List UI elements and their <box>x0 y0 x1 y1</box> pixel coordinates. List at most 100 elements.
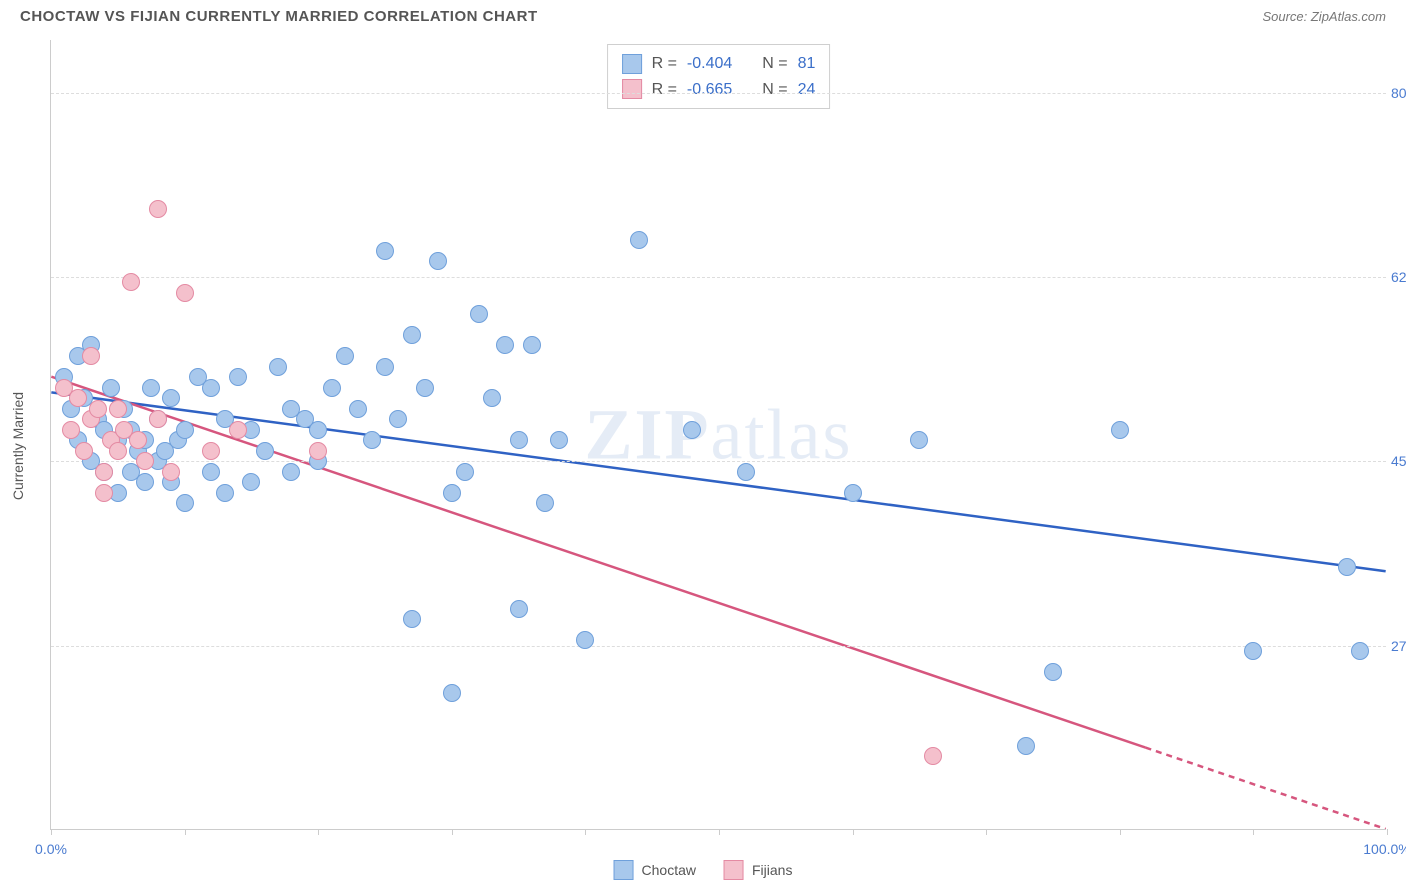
data-point <box>309 442 327 460</box>
x-tick <box>986 829 987 835</box>
x-tick <box>719 829 720 835</box>
data-point <box>229 368 247 386</box>
n-value: 81 <box>798 51 816 77</box>
data-point <box>443 484 461 502</box>
data-point <box>89 400 107 418</box>
data-point <box>336 347 354 365</box>
legend-label: Fijians <box>752 862 792 878</box>
x-tick <box>1253 829 1254 835</box>
swatch-icon <box>622 54 642 74</box>
gridline <box>51 93 1386 94</box>
x-tick <box>853 829 854 835</box>
n-label: N = <box>762 77 787 103</box>
data-point <box>202 463 220 481</box>
x-tick <box>51 829 52 835</box>
data-point <box>1017 737 1035 755</box>
stats-row: R = -0.404 N = 81 <box>622 51 816 77</box>
swatch-icon <box>622 79 642 99</box>
data-point <box>109 400 127 418</box>
data-point <box>1044 663 1062 681</box>
data-point <box>176 284 194 302</box>
data-point <box>109 442 127 460</box>
legend-item: Fijians <box>724 860 792 880</box>
scatter-chart: ZIPatlas R =-0.404N =81R =-0.665N =24 27… <box>50 40 1386 830</box>
data-point <box>1351 642 1369 660</box>
data-point <box>149 410 167 428</box>
x-tick <box>452 829 453 835</box>
data-point <box>122 273 140 291</box>
data-point <box>176 421 194 439</box>
data-point <box>136 452 154 470</box>
data-point <box>62 421 80 439</box>
chart-header: CHOCTAW VS FIJIAN CURRENTLY MARRIED CORR… <box>0 0 1406 31</box>
data-point <box>102 379 120 397</box>
data-point <box>683 421 701 439</box>
data-point <box>349 400 367 418</box>
data-point <box>910 431 928 449</box>
data-point <box>416 379 434 397</box>
x-tick <box>318 829 319 835</box>
data-point <box>129 431 147 449</box>
r-label: R = <box>652 77 677 103</box>
data-point <box>136 473 154 491</box>
data-point <box>443 684 461 702</box>
gridline <box>51 646 1386 647</box>
data-point <box>216 484 234 502</box>
data-point <box>242 473 260 491</box>
source-label: Source: ZipAtlas.com <box>1262 9 1386 24</box>
data-point <box>630 231 648 249</box>
r-value: -0.665 <box>687 77 732 103</box>
x-tick <box>1120 829 1121 835</box>
data-point <box>924 747 942 765</box>
data-point <box>1111 421 1129 439</box>
y-tick-label: 62.5% <box>1391 269 1406 285</box>
data-point <box>483 389 501 407</box>
data-point <box>1244 642 1262 660</box>
swatch-icon <box>614 860 634 880</box>
data-point <box>470 305 488 323</box>
data-point <box>363 431 381 449</box>
data-point <box>95 484 113 502</box>
legend-label: Choctaw <box>642 862 696 878</box>
data-point <box>162 389 180 407</box>
data-point <box>176 494 194 512</box>
gridline <box>51 277 1386 278</box>
data-point <box>75 442 93 460</box>
data-point <box>496 336 514 354</box>
y-tick-label: 80.0% <box>1391 85 1406 101</box>
r-value: -0.404 <box>687 51 732 77</box>
data-point <box>376 242 394 260</box>
x-tick-label: 100.0% <box>1363 841 1406 857</box>
x-tick-label: 0.0% <box>35 841 67 857</box>
watermark: ZIPatlas <box>585 393 853 476</box>
x-tick <box>1387 829 1388 835</box>
stats-row: R = -0.665 N = 24 <box>622 77 816 103</box>
data-point <box>269 358 287 376</box>
data-point <box>82 347 100 365</box>
y-axis-label: Currently Married <box>10 392 26 500</box>
x-tick <box>585 829 586 835</box>
data-point <box>510 600 528 618</box>
n-label: N = <box>762 51 787 77</box>
data-point <box>536 494 554 512</box>
y-tick-label: 45.0% <box>1391 453 1406 469</box>
gridline <box>51 461 1386 462</box>
data-point <box>523 336 541 354</box>
n-value: 24 <box>798 77 816 103</box>
data-point <box>550 431 568 449</box>
data-point <box>149 200 167 218</box>
data-point <box>69 389 87 407</box>
r-label: R = <box>652 51 677 77</box>
data-point <box>403 610 421 628</box>
data-point <box>376 358 394 376</box>
swatch-icon <box>724 860 744 880</box>
data-point <box>309 421 327 439</box>
y-tick-label: 27.5% <box>1391 638 1406 654</box>
series-legend: Choctaw Fijians <box>614 860 793 880</box>
data-point <box>229 421 247 439</box>
data-point <box>282 463 300 481</box>
stats-legend-box: R = -0.404 N = 81 R = -0.665 N = 24 <box>607 44 831 109</box>
data-point <box>202 379 220 397</box>
data-point <box>403 326 421 344</box>
data-point <box>456 463 474 481</box>
